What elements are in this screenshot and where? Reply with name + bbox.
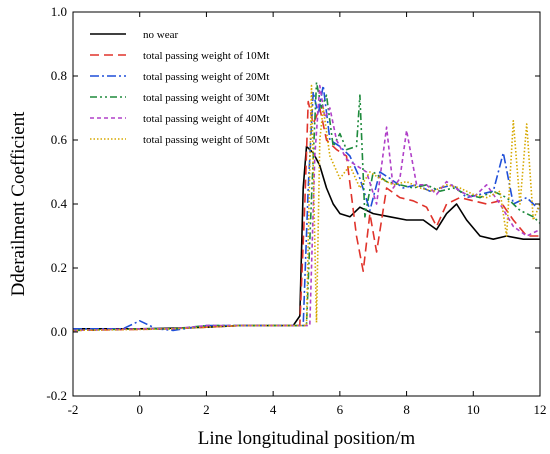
axis-ticks-group: -2 0 2 4 6 8 10 12 -0.2 0.0 0.2 0.4 0.6 0.8 1.0 bbox=[46, 4, 546, 417]
legend: no wear total passing weight of 10Mt total… bbox=[90, 29, 270, 146]
legend-label-1: no wear bbox=[143, 29, 178, 41]
x-tick-label: 10 bbox=[467, 402, 480, 417]
y-tick-label: 0.0 bbox=[51, 324, 67, 339]
x-tick-label: 2 bbox=[203, 402, 210, 417]
legend-label-5: total passing weight of 40Mt bbox=[143, 113, 270, 125]
legend-label-6: total passing weight of 50Mt bbox=[143, 134, 270, 146]
series-line-1 bbox=[73, 145, 540, 330]
x-tick-label: -2 bbox=[68, 402, 79, 417]
x-tick-label: 8 bbox=[403, 402, 410, 417]
legend-label-4: total passing weight of 30Mt bbox=[143, 92, 270, 104]
x-tick-label: 12 bbox=[534, 402, 547, 417]
plot-series-group bbox=[72, 81, 541, 332]
series-line-3 bbox=[73, 84, 541, 332]
y-axis-title: Dderailment Coefficient bbox=[8, 111, 29, 297]
series-line-6 bbox=[72, 84, 541, 332]
x-axis-title: Line longitudinal position/m bbox=[198, 428, 416, 449]
y-tick-label: 0.4 bbox=[51, 196, 68, 211]
legend-label-3: total passing weight of 20Mt bbox=[143, 71, 270, 83]
x-tick-label: 0 bbox=[136, 402, 143, 417]
series-line-5 bbox=[72, 84, 541, 332]
y-tick-label: 0.8 bbox=[51, 68, 67, 83]
y-tick-label: 1.0 bbox=[51, 4, 67, 19]
legend-label-2: total passing weight of 10Mt bbox=[143, 50, 270, 62]
plot-frame bbox=[72, 11, 541, 397]
x-tick-label: 4 bbox=[270, 402, 277, 417]
y-tick-label: -0.2 bbox=[46, 388, 67, 403]
x-tick-label: 6 bbox=[337, 402, 344, 417]
y-tick-label: 0.6 bbox=[51, 132, 68, 147]
y-tick-label: 0.2 bbox=[51, 260, 67, 275]
